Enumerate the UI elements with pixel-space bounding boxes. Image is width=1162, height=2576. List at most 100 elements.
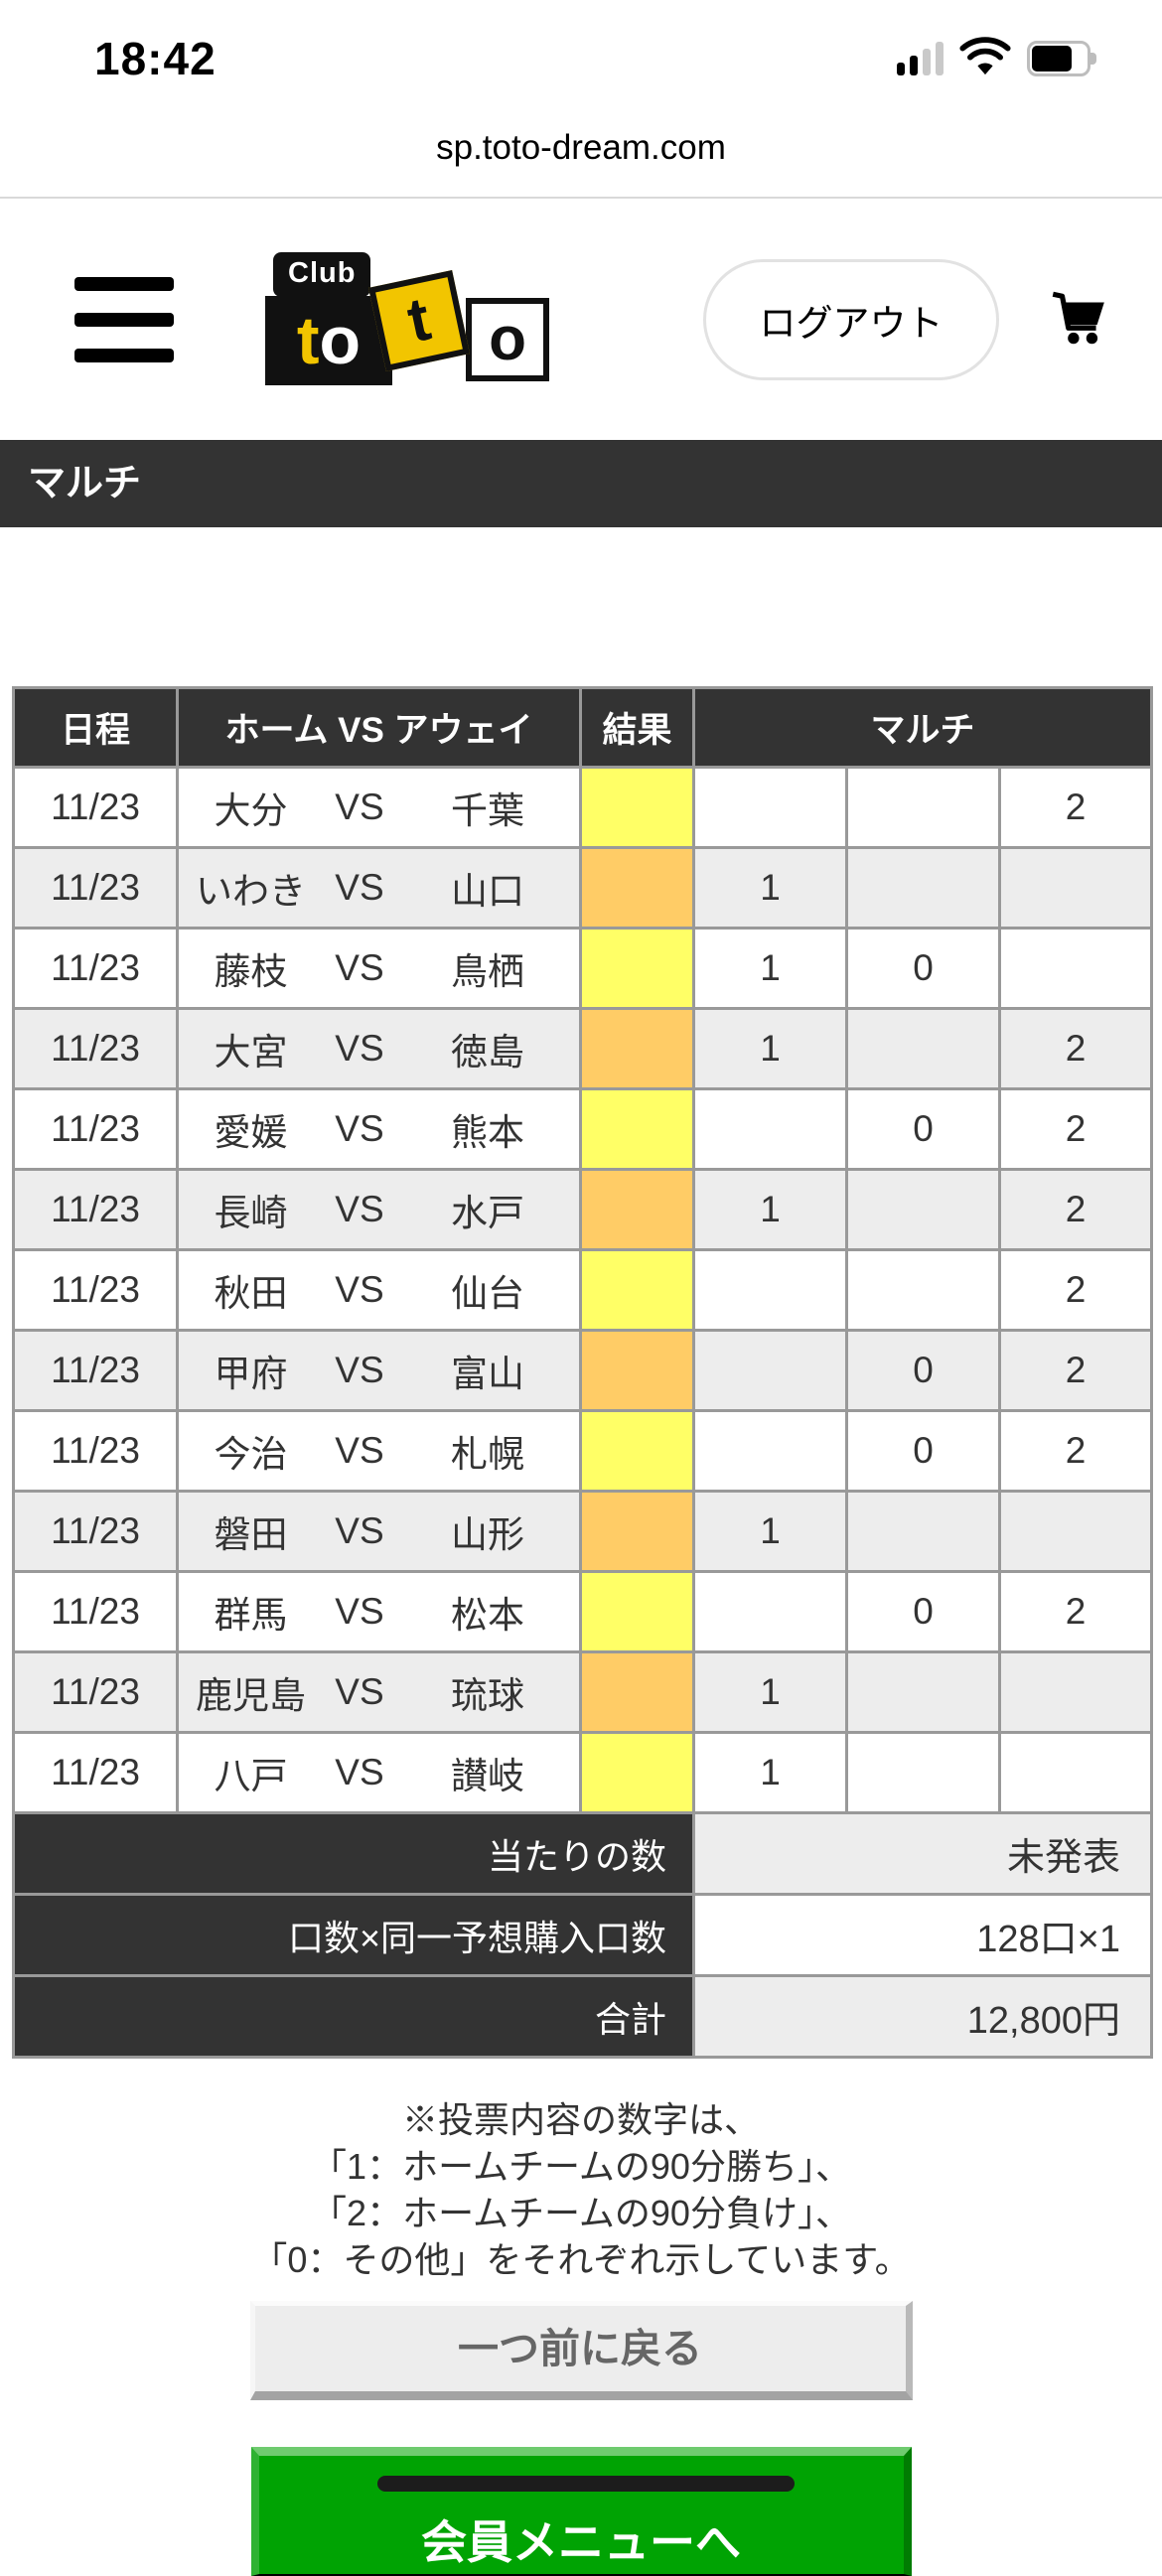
match-cell: 秋田 VS 仙台 — [176, 1248, 582, 1332]
table-row: 11/23 八戸 VS 讃岐 1 — [12, 1731, 1154, 1814]
home-team: 愛媛 — [214, 1112, 288, 1153]
spacer — [0, 527, 1162, 686]
result-cell — [579, 1248, 695, 1332]
multi-cell-1: 1 — [692, 1650, 848, 1734]
away-team: 仙台 — [450, 1273, 524, 1314]
match-cell: 長崎 VS 水戸 — [176, 1168, 582, 1251]
battery-icon — [1027, 40, 1100, 76]
vs-text: VS — [335, 1430, 384, 1471]
multi-cell-0: 0 — [845, 1329, 1001, 1412]
browser-address-bar[interactable]: sp.toto-dream.com — [0, 99, 1162, 199]
logout-button[interactable]: ログアウト — [703, 258, 999, 380]
multi-cell-2: 2 — [997, 1409, 1154, 1493]
home-team: いわき — [195, 871, 306, 912]
away-team: 富山 — [450, 1354, 524, 1394]
home-indicator-handle[interactable] — [377, 2476, 795, 2492]
table-row: 11/23 秋田 VS 仙台 2 — [12, 1248, 1154, 1332]
result-cell — [579, 1731, 695, 1814]
away-team: 水戸 — [450, 1193, 524, 1233]
date-cell: 11/23 — [12, 1329, 179, 1412]
page-title: マルチ — [0, 440, 1162, 527]
multi-cell-2: 2 — [997, 766, 1154, 849]
multi-cell-0 — [845, 846, 1001, 930]
match-rows: 11/23 大分 VS 千葉 2 11/23 いわき VS 山口 1 11/23 藤枝 VS 鳥栖 1 0 11… — [12, 766, 1154, 1814]
vs-text: VS — [335, 1671, 384, 1712]
home-team: 藤枝 — [214, 951, 288, 992]
result-cell — [579, 1650, 695, 1734]
multi-cell-0 — [845, 1248, 1001, 1332]
logo-block-t: t — [367, 269, 471, 372]
away-team: 札幌 — [450, 1434, 524, 1475]
result-cell — [579, 766, 695, 849]
footnote: ※投票内容の数字は、 「1：ホームチームの90分勝ち」、 「2：ホームチームの9… — [0, 2096, 1162, 2283]
match-cell: 愛媛 VS 熊本 — [176, 1087, 582, 1171]
member-menu-button[interactable]: 会員メニューへ — [250, 2447, 912, 2576]
footnote-line: 「2：ホームチームの90分負け」、 — [311, 2193, 851, 2233]
summary-value: 128口×1 — [691, 1893, 1154, 1977]
match-cell: 藤枝 VS 鳥栖 — [176, 927, 582, 1010]
multi-cell-0: 0 — [845, 1570, 1001, 1653]
home-team: 群馬 — [214, 1595, 288, 1636]
multi-cell-1 — [692, 1570, 848, 1653]
date-cell: 11/23 — [12, 1248, 179, 1332]
away-team: 山口 — [450, 871, 524, 912]
away-team: 琉球 — [450, 1675, 524, 1716]
hamburger-menu-button[interactable] — [74, 276, 174, 362]
date-cell: 11/23 — [12, 1168, 179, 1251]
result-cell — [579, 1570, 695, 1653]
vs-text: VS — [335, 1752, 384, 1792]
footnote-line: ※投票内容の数字は、 — [401, 2099, 760, 2140]
date-cell: 11/23 — [12, 927, 179, 1010]
summary-value: 12,800円 — [691, 1974, 1154, 2059]
home-team: 秋田 — [214, 1273, 288, 1314]
result-cell — [579, 1329, 695, 1412]
footnote-line: 「1：ホームチームの90分勝ち」、 — [311, 2146, 851, 2187]
home-team: 磐田 — [214, 1514, 288, 1555]
away-team: 鳥栖 — [450, 951, 524, 992]
date-cell: 11/23 — [12, 1007, 179, 1090]
away-team: 讃岐 — [450, 1756, 524, 1796]
match-cell: 八戸 VS 讃岐 — [176, 1731, 582, 1814]
bet-table: 日程 ホーム VS アウェイ 結果 マルチ 11/23 大分 VS 千葉 2 11/23 い… — [12, 686, 1154, 2059]
vs-text: VS — [335, 787, 384, 827]
home-team: 大宮 — [214, 1032, 288, 1073]
header-result: 結果 — [579, 686, 695, 769]
cart-button[interactable] — [1045, 287, 1110, 353]
date-cell: 11/23 — [12, 1731, 179, 1814]
table-row: 11/23 愛媛 VS 熊本 0 2 — [12, 1087, 1154, 1171]
multi-cell-1 — [692, 1329, 848, 1412]
multi-cell-2: 2 — [997, 1168, 1154, 1251]
multi-cell-2: 2 — [997, 1248, 1154, 1332]
date-cell: 11/23 — [12, 1570, 179, 1653]
date-cell: 11/23 — [12, 846, 179, 930]
table-row: 11/23 藤枝 VS 鳥栖 1 0 — [12, 927, 1154, 1010]
home-team: 大分 — [214, 790, 288, 831]
multi-cell-2: 2 — [997, 1087, 1154, 1171]
multi-cell-0 — [845, 1731, 1001, 1814]
away-team: 松本 — [450, 1595, 524, 1636]
multi-cell-1 — [692, 1248, 848, 1332]
multi-cell-1 — [692, 766, 848, 849]
table-row: 11/23 いわき VS 山口 1 — [12, 846, 1154, 930]
cart-icon — [1052, 291, 1104, 344]
summary-row-units: 口数×同一予想購入口数 128口×1 — [12, 1893, 1154, 1977]
multi-cell-2 — [997, 1490, 1154, 1573]
back-button[interactable]: 一つ前に戻る — [249, 2301, 913, 2400]
match-cell: 大宮 VS 徳島 — [176, 1007, 582, 1090]
multi-cell-0: 0 — [845, 1087, 1001, 1171]
logo-club-text: Club — [273, 252, 371, 297]
multi-cell-0 — [845, 1490, 1001, 1573]
summary-value: 未発表 — [691, 1811, 1154, 1896]
table-row: 11/23 群馬 VS 松本 0 2 — [12, 1570, 1154, 1653]
multi-cell-0 — [845, 1007, 1001, 1090]
table-row: 11/23 甲府 VS 富山 0 2 — [12, 1329, 1154, 1412]
multi-cell-2: 2 — [997, 1570, 1154, 1653]
multi-cell-1: 1 — [692, 927, 848, 1010]
match-cell: いわき VS 山口 — [176, 846, 582, 930]
footnote-line: 「0：その他」をそれぞれ示しています。 — [251, 2239, 911, 2280]
multi-cell-2 — [997, 1650, 1154, 1734]
away-team: 千葉 — [450, 790, 524, 831]
match-cell: 大分 VS 千葉 — [176, 766, 582, 849]
date-cell: 11/23 — [12, 1490, 179, 1573]
